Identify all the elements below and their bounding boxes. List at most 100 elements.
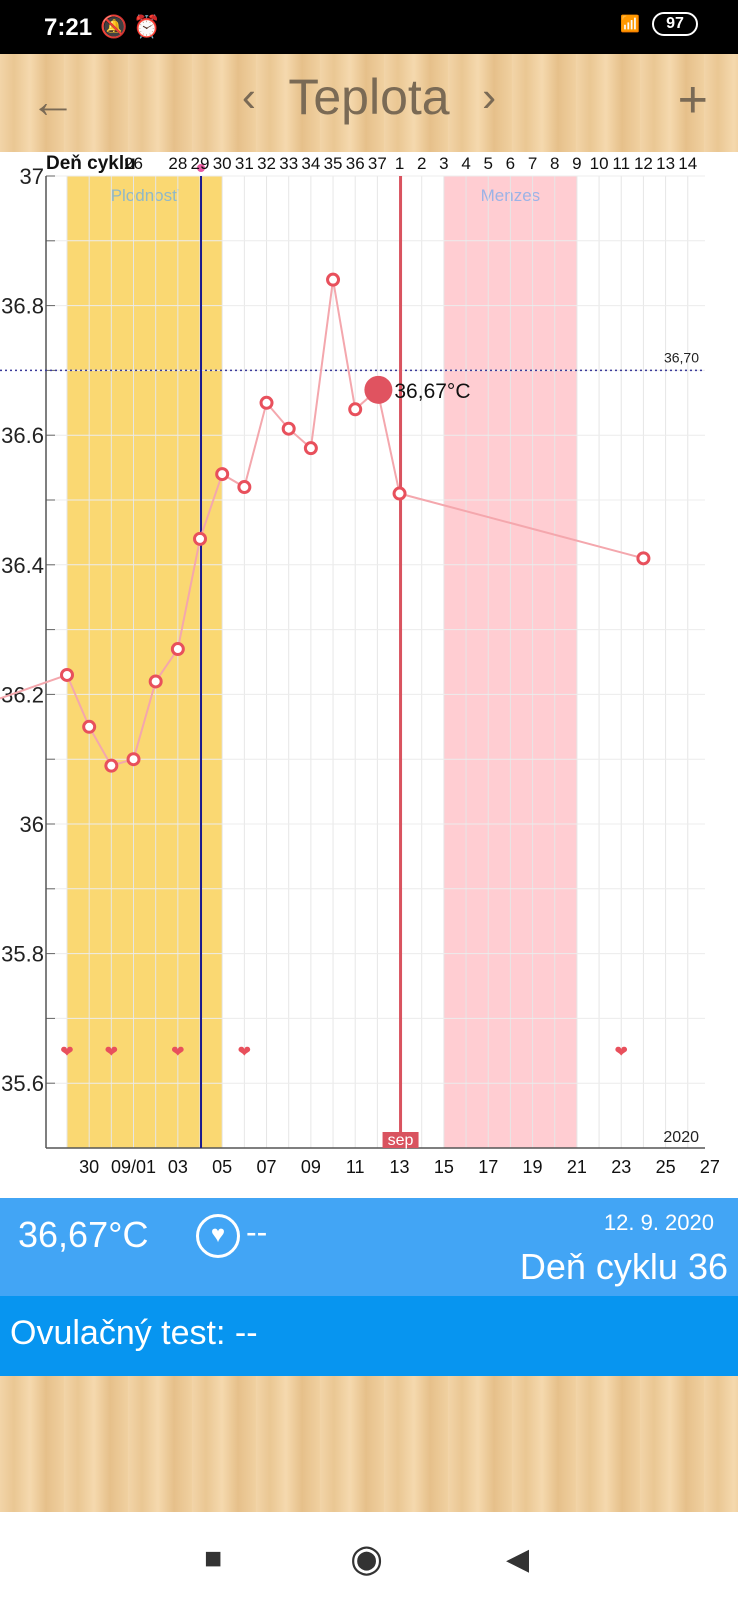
data-point (215, 467, 230, 482)
year-label: 2020 (663, 1129, 699, 1146)
data-point (104, 758, 119, 773)
system-nav-bar: ■ ◉ ◀ (0, 1512, 738, 1600)
ovulation-test-label: Ovulačný test: -- (10, 1314, 258, 1352)
ovulation-dot (197, 164, 206, 172)
month-marker-label: sep (388, 1132, 414, 1149)
data-point (636, 551, 651, 566)
ovulation-test-row[interactable]: Ovulačný test: -- (0, 1296, 738, 1376)
cycle-day-label: 13 (656, 154, 675, 173)
month-marker-box (382, 1132, 419, 1148)
wood-background (0, 1376, 738, 1512)
cycle-day-label: 30 (213, 154, 232, 173)
cycle-day-label: 1 (395, 154, 404, 173)
y-tick-label: 37 (20, 164, 44, 189)
x-date-label: 15 (434, 1157, 454, 1177)
band-0 (67, 176, 223, 1148)
next-chevron-icon[interactable]: › (482, 73, 497, 120)
x-date-label: 03 (168, 1157, 188, 1177)
x-date-label: 11 (346, 1157, 365, 1177)
reference-label: 36,70 (664, 349, 699, 365)
cycle-day-label: 36 (346, 154, 365, 173)
data-point (259, 395, 274, 410)
data-point (281, 421, 296, 436)
x-date-label: 30 (79, 1157, 99, 1177)
data-point (392, 486, 407, 501)
x-date-label: 09/01 (111, 1157, 156, 1177)
cycle-day-label: 4 (461, 154, 470, 173)
data-point (170, 642, 185, 657)
selected-date: 12. 9. 2020 (603, 1210, 714, 1235)
heart-marker-icon: ❤ (615, 1044, 628, 1061)
cycle-day-label: Deň cyklu 36 (519, 1246, 728, 1287)
cycle-day-label: 14 (678, 154, 697, 173)
heart-marker-icon: ❤ (60, 1044, 73, 1061)
x-date-label: 13 (390, 1157, 410, 1177)
x-date-label: 17 (478, 1157, 498, 1177)
x-date-label: 25 (656, 1157, 676, 1177)
add-plus-icon[interactable]: + (677, 71, 708, 129)
status-time: 7:21 (44, 14, 93, 41)
y-tick-label: 36 (20, 812, 44, 837)
cycle-day-label: 6 (506, 154, 515, 173)
data-point (326, 272, 341, 287)
x-date-label: 05 (212, 1157, 232, 1177)
x-date-label: 09 (301, 1157, 321, 1177)
x-date-label: 23 (611, 1157, 631, 1177)
cycle-day-label: 10 (590, 154, 609, 173)
cycle-day-label: 12 (634, 154, 653, 173)
heart-marker-icon: ❤ (105, 1044, 118, 1061)
cycle-day-label: 32 (257, 154, 276, 173)
cycle-day-label: 29 (191, 154, 210, 173)
y-tick-label: 35.6 (1, 1071, 44, 1096)
data-point (237, 480, 252, 495)
heart-marker-icon: ❤ (238, 1044, 251, 1061)
x-date-label: 21 (567, 1157, 587, 1177)
series-line-lead (0, 674, 68, 700)
data-point (148, 674, 163, 689)
recent-apps-icon[interactable]: ■ (204, 1542, 223, 1575)
cycle-day-label: 26 (124, 154, 143, 173)
data-point (126, 752, 141, 767)
data-point (60, 667, 74, 682)
prev-chevron-icon[interactable]: ‹ (241, 73, 256, 120)
cycle-day-label: 11 (612, 154, 630, 173)
x-date-label: 07 (257, 1157, 277, 1177)
back-icon[interactable]: ◀ (506, 1543, 530, 1576)
app-bar: ← ‹ Teplota › + (0, 54, 738, 152)
back-arrow-icon[interactable]: ← (30, 75, 76, 127)
status-notification-icons: 🔕⏰ (100, 14, 167, 39)
signal-wifi-icon: 📶 (620, 16, 640, 33)
selected-temperature: 36,67°C (18, 1214, 149, 1255)
cycle-day-label: 9 (572, 154, 581, 173)
home-icon[interactable]: ◉ (350, 1538, 384, 1580)
intercourse-value: -- (246, 1214, 268, 1250)
battery-icon: 97 (652, 12, 698, 36)
x-date-label: 19 (523, 1157, 543, 1177)
data-point (303, 441, 318, 456)
cycle-day-label: 33 (279, 154, 298, 173)
status-right-icons: 📶 97 (620, 12, 698, 36)
cycle-day-label: 3 (439, 154, 448, 173)
cycle-day-label: 31 (235, 154, 254, 173)
heart-marker-icon: ❤ (171, 1044, 184, 1061)
cycle-day-label: 2 (417, 154, 426, 173)
y-tick-label: 36.8 (1, 294, 44, 319)
x-date-label: 27 (700, 1157, 720, 1177)
page-title: Teplota (288, 69, 450, 125)
info-panel: 36,67°C ♥ -- 12. 9. 2020 Deň cyklu 36 (0, 1198, 738, 1296)
cycle-day-label: 7 (528, 154, 537, 173)
cycle-day-label: 8 (550, 154, 559, 173)
y-tick-label: 35.8 (1, 942, 44, 967)
selected-point (364, 375, 393, 404)
heart-icon[interactable]: ♥ (196, 1214, 240, 1258)
cycle-day-label: 28 (168, 154, 187, 173)
cycle-day-label: 5 (483, 154, 492, 173)
cycle-header-label: Deň cyklu (46, 153, 136, 174)
temperature-chart[interactable]: Plodnosť Menzes3736.836.636.436.23635.835… (0, 152, 738, 1198)
y-tick-label: 36.4 (1, 553, 44, 578)
data-point (348, 402, 363, 417)
selected-point-label: 36,67°C (394, 380, 470, 403)
cycle-day-label: 34 (301, 154, 320, 173)
title-row: ‹ Teplota › (0, 68, 738, 126)
data-point (193, 531, 208, 546)
